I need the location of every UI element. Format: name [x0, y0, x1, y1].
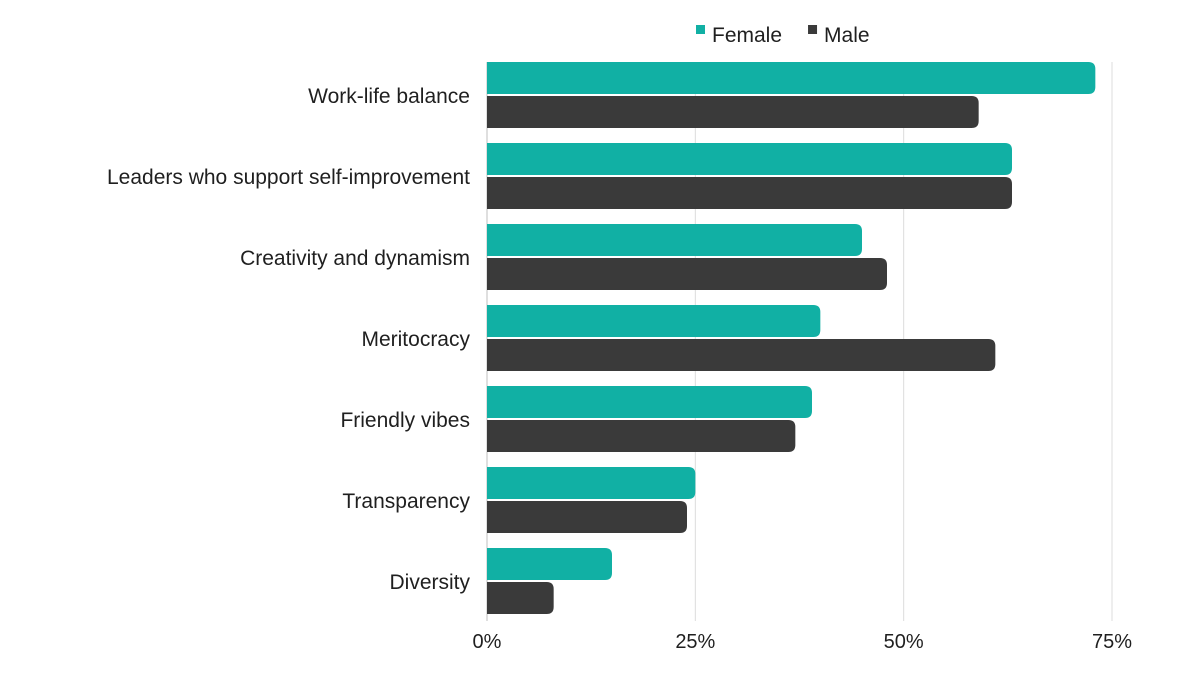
x-tick-label: 25% — [675, 631, 715, 653]
bar-male-transparency — [487, 501, 687, 533]
x-axis-ticks: 0% 25% 50% 75% — [473, 631, 1133, 653]
bar-female-friendly-vibes — [487, 386, 812, 418]
category-label: Work-life balance — [308, 85, 470, 108]
category-label: Transparency — [342, 490, 470, 513]
bar-female-meritocracy — [487, 305, 821, 337]
category-label: Diversity — [389, 571, 470, 594]
bars — [487, 62, 1096, 614]
bar-male-creativity-and-dynamism — [487, 258, 887, 290]
bar-male-diversity — [487, 582, 554, 614]
bar-male-meritocracy — [487, 339, 996, 371]
bar-female-transparency — [487, 467, 696, 499]
bar-female-leaders-who-support-self-improvement — [487, 143, 1012, 175]
x-tick-label: 50% — [884, 631, 924, 653]
category-label: Meritocracy — [361, 328, 470, 351]
legend-label-male: Male — [824, 24, 870, 47]
x-tick-label: 0% — [473, 631, 502, 653]
bar-female-diversity — [487, 548, 612, 580]
bar-female-creativity-and-dynamism — [487, 224, 862, 256]
legend: Female Male — [696, 24, 870, 47]
legend-swatch-female — [696, 25, 705, 34]
category-label: Creativity and dynamism — [240, 247, 470, 270]
bar-male-leaders-who-support-self-improvement — [487, 177, 1012, 209]
x-tick-label: 75% — [1092, 631, 1132, 653]
bar-male-work-life-balance — [487, 96, 979, 128]
legend-swatch-male — [808, 25, 818, 34]
bar-female-work-life-balance — [487, 62, 1096, 94]
category-label: Leaders who support self-improvement — [107, 166, 470, 189]
legend-label-female: Female — [712, 24, 782, 47]
category-labels: Work-life balance Leaders who support sel… — [107, 85, 471, 594]
bar-male-friendly-vibes — [487, 420, 796, 452]
category-label: Friendly vibes — [340, 409, 470, 432]
